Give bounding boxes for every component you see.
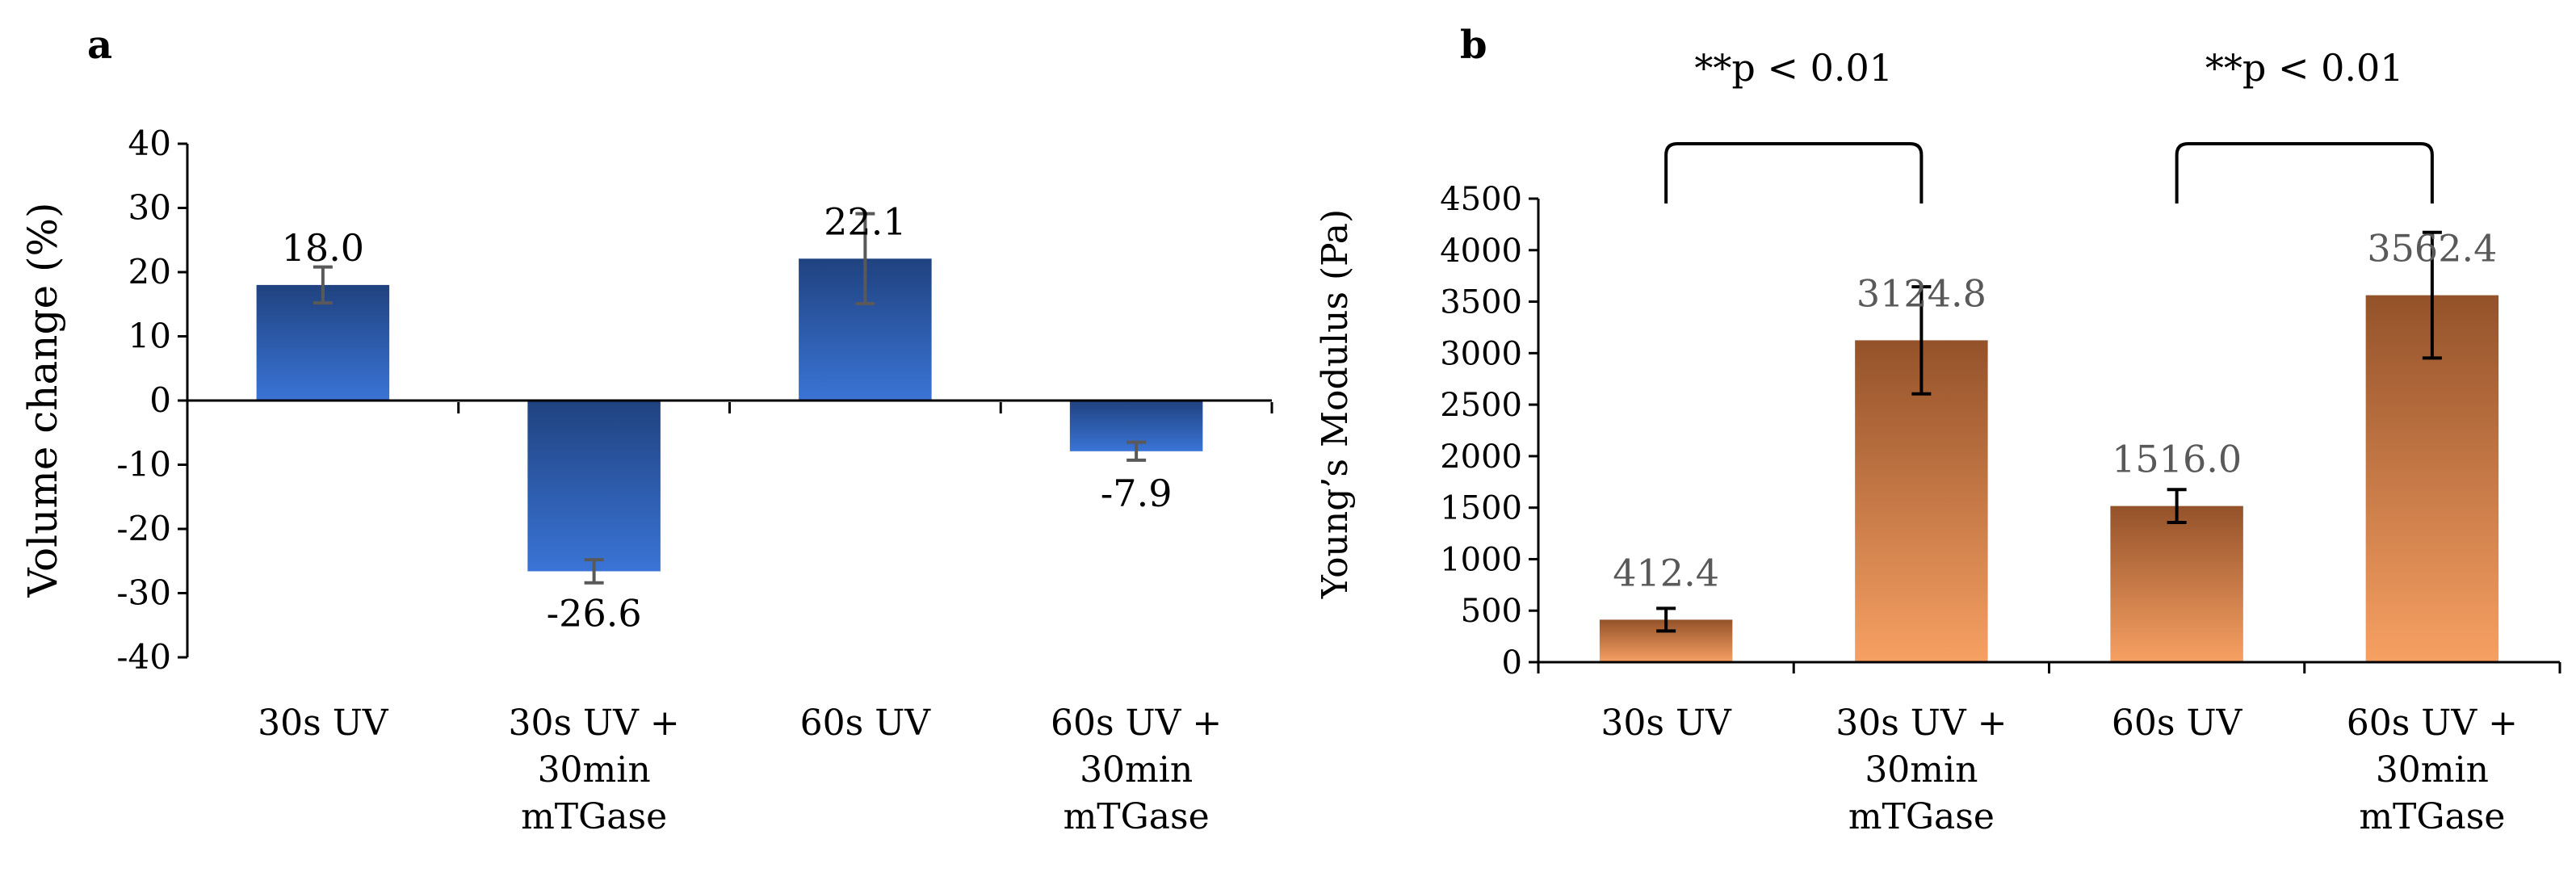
y-tick-label: 10 [128,317,171,356]
significance-bracket [2175,142,2434,203]
data-label: 18.0 [282,226,364,270]
category-label: mTGase [2359,796,2505,837]
data-label: -7.9 [1101,472,1173,515]
category-label: 60s UV + [1051,703,1222,744]
significance-bracket [1664,142,1924,203]
chart-volume-change: a Volume change (%) 40 30 20 10 0 -10 -20 -30 -4… [19,23,1273,837]
y-tick-label: -10 [116,445,171,485]
significance-label: **p < 0.01 [1694,46,1893,90]
y-ticks: 40 30 20 10 0 -10 -20 -30 -40 [116,124,187,677]
data-label: -26.6 [547,591,642,635]
category-labels: 30s UV 30s UV + 30min mTGase 60s UV 60s UV + 3… [1601,703,2518,837]
bar [2110,506,2243,662]
panel-label-a: a [87,23,112,68]
y-tick-label: 4500 [1440,181,1522,218]
y-tick-label: 1500 [1440,490,1522,527]
y-ticks: 4500 4000 3500 3000 2500 2000 1500 1000 500 0 [1440,181,1538,682]
y-tick-label: 30 [128,188,171,228]
category-label: 30s UV + [1836,703,2007,744]
y-tick-label: 3000 [1440,335,1522,372]
axes [1537,199,2561,673]
y-tick-label: -20 [116,509,171,548]
category-label: mTGase [1064,796,1210,837]
y-tick-label: 500 [1461,593,1522,630]
y-axis-label: Young’s Modulus (Pa) [1315,209,1356,599]
axes [186,144,1273,657]
significance-annotations: **p < 0.01 **p < 0.01 [1664,46,2434,203]
y-tick-label: 3500 [1440,284,1522,321]
y-tick-label: 40 [128,124,171,163]
category-label: mTGase [1848,796,1995,837]
data-label: 412.4 [1613,551,1719,594]
bar [527,401,661,572]
bars [1599,230,2499,662]
category-label: 30min [2376,749,2489,791]
y-tick-label: -30 [116,573,171,613]
y-tick-label: 20 [128,252,171,292]
data-label: 3124.8 [1856,271,1987,315]
category-label: 30min [1080,749,1193,791]
bars [256,212,1203,585]
y-tick-label: -40 [116,637,171,677]
data-labels: 18.0 -26.6 22.1 -7.9 [282,199,1173,635]
significance-label: **p < 0.01 [2205,46,2404,90]
category-label: 30s UV [258,703,389,744]
y-tick-label: 4000 [1440,233,1522,270]
category-label: 60s UV [2112,703,2243,744]
category-label: 60s UV + [2347,703,2518,744]
panel-label-b: b [1460,23,1487,68]
category-label: 30s UV + [508,703,679,744]
data-label: 1516.0 [2112,438,2242,481]
data-labels: 412.4 3124.8 1516.0 3562.4 [1613,227,2497,595]
category-label: 30min [538,749,651,791]
category-label: 30min [1865,749,1978,791]
category-label: mTGase [521,796,667,837]
chart-youngs-modulus: b Young’s Modulus (Pa) 4500 4000 3500 3000 2… [1315,23,2561,837]
y-tick-label: 1000 [1440,541,1522,578]
data-label: 22.1 [824,199,906,243]
y-axis-label: Volume change (%) [19,203,66,598]
category-label: 30s UV [1601,703,1732,744]
category-labels: 30s UV 30s UV + 30min mTGase 60s UV 60s UV + 3… [258,703,1222,837]
y-tick-label: 0 [149,380,171,420]
y-tick-label: 2500 [1440,387,1522,424]
category-label: 60s UV [800,703,932,744]
y-tick-label: 2000 [1440,438,1522,476]
y-tick-label: 0 [1502,644,1522,682]
data-label: 3562.4 [2367,227,2497,271]
